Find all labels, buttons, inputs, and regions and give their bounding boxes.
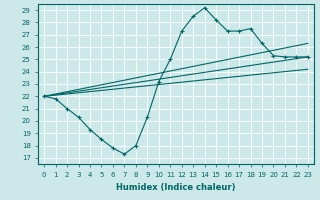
- X-axis label: Humidex (Indice chaleur): Humidex (Indice chaleur): [116, 183, 236, 192]
